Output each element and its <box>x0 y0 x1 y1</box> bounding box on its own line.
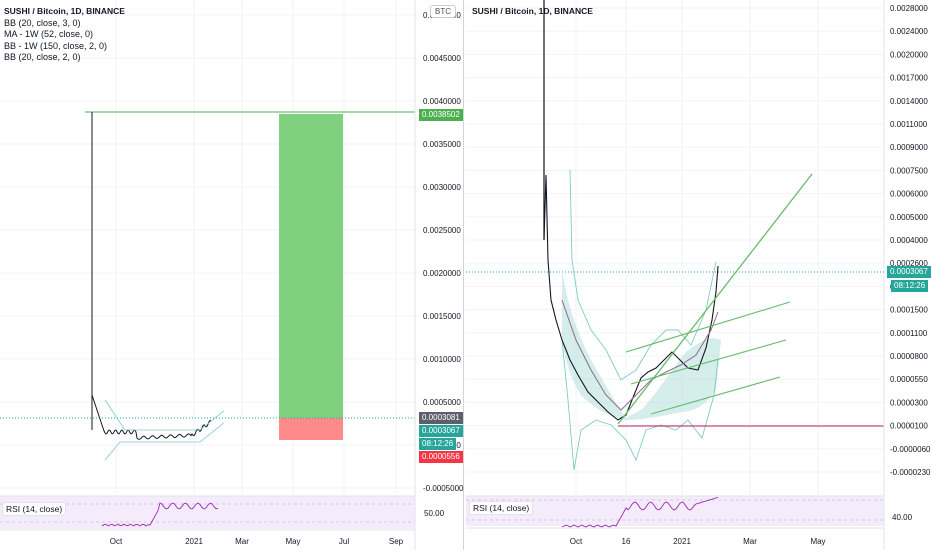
right-rsi-axis-label: 40.00 <box>892 513 913 522</box>
left-chart-canvas[interactable]: 0.00500000.00450000.00400000.00350000.00… <box>0 0 464 550</box>
price-axis-label: 0.0011000 <box>890 120 928 129</box>
moving-average-line <box>561 299 719 411</box>
time-axis-label: Mar <box>743 537 757 546</box>
right-symbol-title[interactable]: SUSHI / Bitcoin, 1D, BINANCE <box>472 6 593 16</box>
countdown-tag: 08:12:26 <box>419 438 457 450</box>
price-axis-label: 0.0035000 <box>423 140 461 149</box>
time-axis-label: Sep <box>389 537 404 546</box>
stop-price-tag: 0.0000556 <box>419 451 463 463</box>
indicator-bb-3[interactable]: BB (20, close, 3, 0) <box>4 17 81 28</box>
price-axis-label: 0.0010000 <box>423 355 461 364</box>
price-axis-label: 0.0002600 <box>890 259 928 268</box>
right-time-axis: Oct 16 2021 Mar May <box>570 537 826 546</box>
left-legend: SUSHI / Bitcoin, 1D, BINANCE BB (20, clo… <box>4 6 125 64</box>
rsi-line <box>101 502 219 527</box>
channel-upper-line[interactable] <box>625 301 791 353</box>
price-axis-label: 0.0025000 <box>423 226 461 235</box>
time-axis-label: 2021 <box>673 537 691 546</box>
price-axis-label: 0.0028000 <box>890 4 928 13</box>
price-axis-label: 0.0015000 <box>423 312 461 321</box>
price-axis-label: 0.0000800 <box>890 352 928 361</box>
price-axis-label: 0.0004000 <box>890 236 928 245</box>
time-axis-label: Jul <box>339 537 349 546</box>
indicator-ma-1w[interactable]: MA - 1W (52, close, 0) <box>4 29 94 39</box>
price-line <box>543 174 719 421</box>
price-axis-label: 0.0006000 <box>890 190 928 199</box>
currency-button[interactable]: BTC <box>430 5 456 18</box>
left-grid <box>0 0 415 495</box>
price-axis-label: 0.0005000 <box>423 398 461 407</box>
trendline-main[interactable] <box>617 173 813 425</box>
last-price-tag: 0.0003067 <box>419 425 463 437</box>
indicator-bb-2[interactable]: BB (20, close, 2, 0) <box>4 52 81 62</box>
price-axis-label: 0.0020000 <box>890 50 928 59</box>
price-axis-label: 0.0040000 <box>423 97 461 106</box>
right-rsi-line <box>561 496 719 528</box>
position-profit-zone[interactable] <box>279 114 343 418</box>
price-axis-label: 0.0014000 <box>890 97 928 106</box>
price-axis-label: 0.0000300 <box>890 398 928 407</box>
price-axis-label: 0.0020000 <box>423 269 461 278</box>
chart-pane-left[interactable]: 0.00500000.00450000.00400000.00350000.00… <box>0 0 464 550</box>
price-axis-label: 0.0007500 <box>890 166 928 175</box>
price-axis-label: -0.0005000 <box>423 484 464 493</box>
time-axis-label: May <box>285 537 300 546</box>
price-axis-label: 0.0030000 <box>423 183 461 192</box>
price-axis-label: 0.0000550 <box>890 375 928 384</box>
channel-mid-line[interactable] <box>630 339 787 385</box>
time-axis-label: Oct <box>110 537 123 546</box>
price-axis-label: 0.0045000 <box>423 54 461 63</box>
left-time-axis: Oct 2021 Mar May Jul Sep <box>110 537 404 546</box>
right-price-axis: 0.0028000 0.0024000 0.0020000 0.0017000 0.00… <box>890 4 931 477</box>
right-legend: SUSHI / Bitcoin, 1D, BINANCE <box>472 6 593 18</box>
price-axis-label: -0.0000230 <box>890 468 931 477</box>
channel-lower-line[interactable] <box>650 376 781 415</box>
price-axis-label: 0.0001100 <box>890 329 928 338</box>
price-axis-label: 0.0017000 <box>890 74 928 83</box>
right-countdown-tag: 08:12:26 <box>891 280 929 292</box>
right-price-series <box>543 0 719 421</box>
price-axis-label: 0.0001500 <box>890 306 928 315</box>
target-price-tag: 0.0038502 <box>419 109 463 121</box>
band-upper <box>104 399 225 431</box>
right-chart-canvas[interactable]: 0.0028000 0.0024000 0.0020000 0.0017000 0.00… <box>466 0 932 550</box>
price-axis-label: 0.0024000 <box>890 27 928 36</box>
right-grid <box>466 0 884 495</box>
bollinger-band-fill <box>562 268 721 420</box>
entry-price-tag: 0.0003081 <box>419 412 463 424</box>
price-axis-label: 0.0000100 <box>890 422 928 431</box>
left-symbol-title[interactable]: SUSHI / Bitcoin, 1D, BINANCE <box>4 6 125 16</box>
left-price-series <box>91 112 225 461</box>
time-axis-label: Mar <box>235 537 249 546</box>
rsi-background <box>0 496 415 529</box>
time-axis-label: Oct <box>570 537 583 546</box>
chart-pane-right[interactable]: 0.0028000 0.0024000 0.0020000 0.0017000 0.00… <box>466 0 932 550</box>
price-axis-label: 0.0005000 <box>890 213 928 222</box>
right-bands <box>561 169 719 471</box>
time-axis-label: May <box>810 537 825 546</box>
right-last-price-tag: 0.0003067 <box>887 266 931 278</box>
right-rsi-background <box>466 496 884 526</box>
left-rsi-label[interactable]: RSI (14, close) <box>2 502 67 516</box>
band-lower <box>561 339 719 471</box>
position-loss-zone[interactable] <box>279 418 343 440</box>
indicator-bb-1w[interactable]: BB - 1W (150, close, 2, 0) <box>4 40 108 51</box>
time-axis-label: 16 <box>622 537 631 546</box>
band-lower <box>104 422 225 461</box>
time-axis-label: 2021 <box>185 537 203 546</box>
price-axis-label: 0.0009000 <box>890 143 928 152</box>
price-line <box>91 394 212 440</box>
band-upper <box>569 169 717 381</box>
price-axis-label: -0.0000060 <box>890 445 931 454</box>
left-rsi-axis-label: 50.00 <box>424 509 445 518</box>
right-rsi-label[interactable]: RSI (14, close) <box>469 501 534 515</box>
